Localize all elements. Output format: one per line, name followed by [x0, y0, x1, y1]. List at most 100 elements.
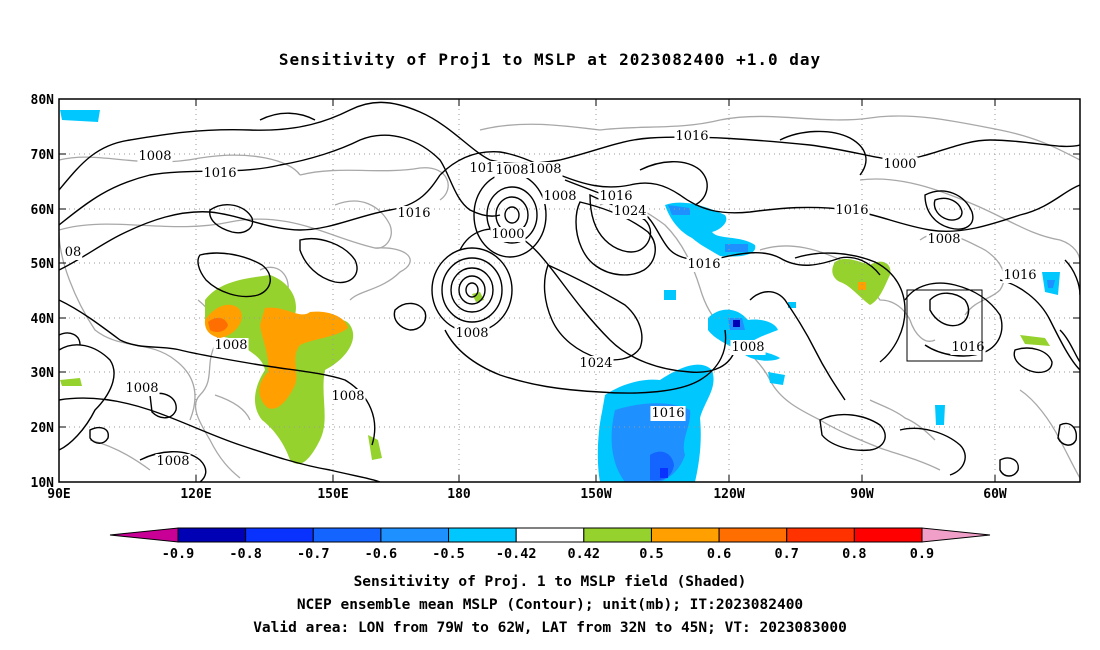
- contour-label: 1008: [528, 162, 561, 177]
- colorbar-cell: [380, 527, 450, 543]
- contour-label: 1008: [927, 232, 960, 247]
- lat-label: 60N: [31, 203, 55, 218]
- lon-label: 60W: [983, 487, 1007, 502]
- contour-label: 1016: [469, 161, 502, 176]
- colorbar-tick-label: 0.42: [568, 546, 601, 562]
- lat-label: 40N: [31, 312, 55, 327]
- colorbar-cell: [583, 527, 652, 543]
- positive-sensitivity-regions: [60, 258, 1050, 464]
- contour-label-bg: [124, 381, 160, 396]
- colorbar-cell: [177, 527, 247, 543]
- colorbar-labels: -0.9 -0.8 -0.7 -0.6 -0.5 -0.42 0.42 0.5 0.6 0.7 0.…: [162, 546, 934, 562]
- colorbar-tick-label: 0.9: [910, 546, 934, 562]
- colorbar-tick-label: 0.7: [775, 546, 799, 562]
- contour-label-bg: [730, 340, 766, 355]
- contour-label-bg: [490, 227, 526, 242]
- colorbar-tick-label: -0.42: [496, 546, 537, 562]
- coastlines: [59, 115, 1080, 479]
- contour-label-bg: [330, 389, 366, 404]
- contour-label: 1016: [675, 129, 708, 144]
- contour-label-bg: [950, 340, 986, 355]
- longitude-labels: 90E 120E 150E 180 150W 120W 90W 60W: [47, 487, 1007, 502]
- colorbar-tick-label: -0.9: [162, 546, 195, 562]
- lat-label: 30N: [31, 366, 55, 381]
- contour-label: 1008: [455, 326, 488, 341]
- contour-label-bg: [674, 129, 710, 144]
- contour-label: 1008: [214, 338, 247, 353]
- colorbar-cell: [853, 527, 923, 543]
- colorbar-cell: [650, 527, 720, 543]
- map-frame: [58, 98, 1081, 483]
- lon-label: 150W: [580, 487, 611, 502]
- contour-label: 08: [65, 245, 82, 260]
- lat-label: 80N: [31, 93, 55, 108]
- lon-label: 120W: [713, 487, 744, 502]
- contour-label: 1024: [579, 356, 612, 371]
- contour-label: 1008: [156, 454, 189, 469]
- contour-label-bg: [1002, 268, 1038, 283]
- colorbar-cell: [245, 527, 314, 543]
- contour-label: 1016: [1003, 268, 1036, 283]
- caption-line-3: Valid area: LON from 79W to 62W, LAT fro…: [253, 620, 847, 636]
- colorbar-tick-label: 0.6: [707, 546, 731, 562]
- contour-label: 1000: [491, 227, 524, 242]
- contour-label-bg: [926, 232, 962, 247]
- colorbar-tick-label: 0.5: [639, 546, 663, 562]
- graticule-grid: [59, 99, 1080, 482]
- contour-label: 1000: [883, 157, 916, 172]
- colorbar-cell: [718, 527, 788, 543]
- caption-line-1: Sensitivity of Proj. 1 to MSLP field (Sh…: [353, 574, 747, 590]
- lon-label: 90W: [850, 487, 874, 502]
- colorbar-tick-label: -0.7: [297, 546, 330, 562]
- colorbar-cell: [515, 527, 585, 543]
- valid-area-box: [906, 289, 983, 362]
- chart-title: Sensitivity of Proj1 to MSLP at 20230824…: [278, 50, 822, 69]
- colorbar-tick-label: -0.6: [365, 546, 398, 562]
- contour-label-bg: [213, 338, 249, 353]
- contour-label: 1024: [613, 204, 646, 219]
- colorbar-cell: [786, 527, 855, 543]
- negative-sensitivity-regions: [60, 110, 1060, 482]
- colorbar-tick-label: -0.8: [229, 546, 262, 562]
- contour-label-bg: [598, 189, 634, 204]
- contour-label: 1008: [125, 381, 158, 396]
- contour-label-bg: [527, 162, 563, 177]
- contour-label: 1008: [495, 163, 528, 178]
- contour-label-bg: [882, 157, 918, 172]
- contour-label: 1008: [138, 149, 171, 164]
- colorbar-high-cap: [921, 527, 991, 543]
- latitude-labels: 80N 70N 60N 50N 40N 30N 20N 10N: [31, 93, 55, 491]
- contour-label: 1016: [651, 406, 684, 421]
- contour-label-bg: [612, 204, 648, 219]
- lat-label: 70N: [31, 148, 55, 163]
- contour-label-bg: [650, 406, 686, 421]
- contour-label-bg: [834, 203, 870, 218]
- contour-label: 1008: [331, 389, 364, 404]
- contour-label-bg: [396, 206, 432, 221]
- contour-label-bg: [578, 356, 614, 371]
- contour-label: 1016: [599, 189, 632, 204]
- contour-label: 1016: [203, 166, 236, 181]
- lon-label: 120E: [180, 487, 211, 502]
- contour-label-bg: [454, 326, 490, 341]
- contour-label: 1016: [397, 206, 430, 221]
- caption-line-2: NCEP ensemble mean MSLP (Contour); unit(…: [296, 597, 804, 613]
- lat-label: 10N: [31, 476, 55, 491]
- contour-label: 1008: [543, 189, 576, 204]
- colorbar-low-cap: [109, 527, 179, 543]
- contour-label-bg: [494, 163, 530, 178]
- colorbar-tick-label: -0.5: [432, 546, 465, 562]
- contour-label-bg: [63, 245, 83, 260]
- lon-label: 180: [447, 487, 471, 502]
- colorbar-cell: [448, 527, 517, 543]
- lon-label: 90E: [47, 487, 70, 502]
- contour-label: 1008: [731, 340, 764, 355]
- lon-label: 150E: [317, 487, 348, 502]
- axis-ticks: [58, 98, 1080, 483]
- colorbar-cell: [312, 527, 382, 543]
- contour-label-bg: [686, 257, 722, 272]
- lat-label: 50N: [31, 257, 55, 272]
- contour-label: 1016: [835, 203, 868, 218]
